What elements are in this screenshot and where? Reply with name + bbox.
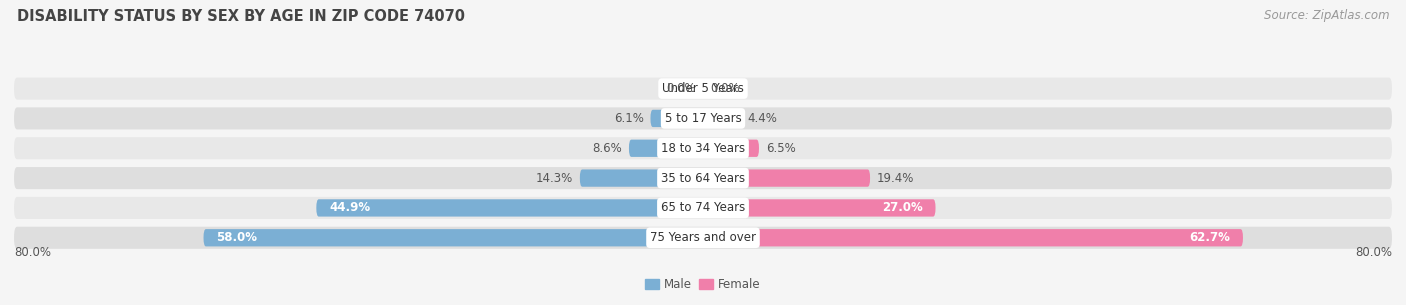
- Text: DISABILITY STATUS BY SEX BY AGE IN ZIP CODE 74070: DISABILITY STATUS BY SEX BY AGE IN ZIP C…: [17, 9, 465, 24]
- Text: Under 5 Years: Under 5 Years: [662, 82, 744, 95]
- Text: 14.3%: 14.3%: [536, 172, 574, 185]
- FancyBboxPatch shape: [14, 137, 1392, 159]
- Text: 62.7%: 62.7%: [1189, 231, 1230, 244]
- FancyBboxPatch shape: [204, 229, 703, 246]
- FancyBboxPatch shape: [703, 140, 759, 157]
- Text: 75 Years and over: 75 Years and over: [650, 231, 756, 244]
- FancyBboxPatch shape: [703, 199, 935, 217]
- FancyBboxPatch shape: [316, 199, 703, 217]
- Text: 27.0%: 27.0%: [882, 201, 922, 214]
- Text: 0.0%: 0.0%: [666, 82, 696, 95]
- FancyBboxPatch shape: [14, 197, 1392, 219]
- Text: 0.0%: 0.0%: [710, 82, 740, 95]
- Text: 44.9%: 44.9%: [329, 201, 370, 214]
- Text: 80.0%: 80.0%: [14, 246, 51, 259]
- Text: 18 to 34 Years: 18 to 34 Years: [661, 142, 745, 155]
- Text: 35 to 64 Years: 35 to 64 Years: [661, 172, 745, 185]
- Text: 65 to 74 Years: 65 to 74 Years: [661, 201, 745, 214]
- FancyBboxPatch shape: [579, 170, 703, 187]
- FancyBboxPatch shape: [14, 167, 1392, 189]
- Text: 4.4%: 4.4%: [748, 112, 778, 125]
- FancyBboxPatch shape: [703, 170, 870, 187]
- Text: 80.0%: 80.0%: [1355, 246, 1392, 259]
- Text: Source: ZipAtlas.com: Source: ZipAtlas.com: [1264, 9, 1389, 22]
- FancyBboxPatch shape: [14, 227, 1392, 249]
- FancyBboxPatch shape: [703, 110, 741, 127]
- Text: 6.1%: 6.1%: [613, 112, 644, 125]
- Text: 58.0%: 58.0%: [217, 231, 257, 244]
- FancyBboxPatch shape: [14, 107, 1392, 129]
- Text: 19.4%: 19.4%: [877, 172, 914, 185]
- Legend: Male, Female: Male, Female: [641, 273, 765, 296]
- Text: 5 to 17 Years: 5 to 17 Years: [665, 112, 741, 125]
- FancyBboxPatch shape: [14, 77, 1392, 100]
- Text: 8.6%: 8.6%: [592, 142, 621, 155]
- FancyBboxPatch shape: [628, 140, 703, 157]
- FancyBboxPatch shape: [651, 110, 703, 127]
- FancyBboxPatch shape: [703, 229, 1243, 246]
- Text: 6.5%: 6.5%: [766, 142, 796, 155]
